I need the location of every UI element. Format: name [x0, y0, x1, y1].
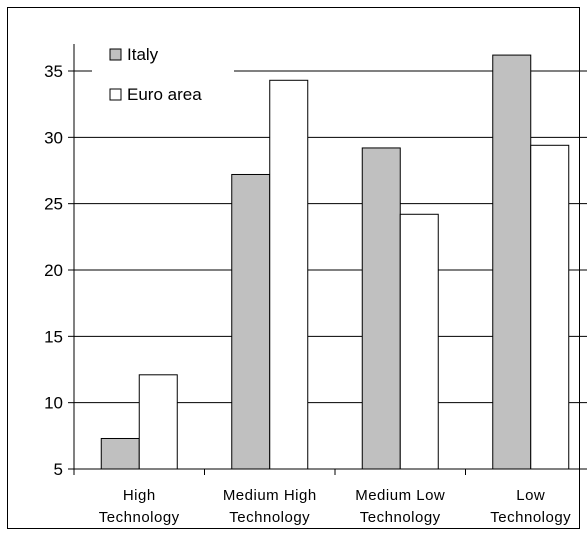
bar-euro-area — [138, 374, 178, 470]
bar-italy — [492, 54, 532, 470]
bar-italy — [361, 147, 401, 470]
y-tick-label: 25 — [44, 195, 63, 214]
x-category-label: Medium High — [223, 487, 317, 504]
legend-swatch — [109, 48, 122, 61]
legend-label: Italy — [127, 45, 159, 64]
x-category-label: Technology — [229, 509, 310, 526]
bar-euro-area — [530, 144, 570, 470]
bar-italy — [231, 173, 271, 470]
x-category-label: Low — [516, 487, 545, 504]
bar-italy — [100, 437, 140, 470]
y-tick-label: 20 — [44, 261, 63, 280]
legend-swatch — [109, 88, 122, 101]
y-tick-label: 10 — [44, 394, 63, 413]
x-category-label: Technology — [490, 509, 571, 526]
y-tick-label: 35 — [44, 62, 63, 81]
y-tick-label: 5 — [54, 460, 63, 479]
bar-euro-area — [269, 79, 309, 470]
x-category-label: Medium Low — [355, 487, 445, 504]
y-tick-label: 15 — [44, 327, 63, 346]
x-category-label: Technology — [360, 509, 441, 526]
legend-label: Euro area — [127, 85, 202, 104]
x-category-label: Technology — [99, 509, 180, 526]
bar-euro-area — [399, 213, 439, 470]
y-tick-label: 30 — [44, 128, 63, 147]
x-category-label: High — [123, 487, 156, 504]
